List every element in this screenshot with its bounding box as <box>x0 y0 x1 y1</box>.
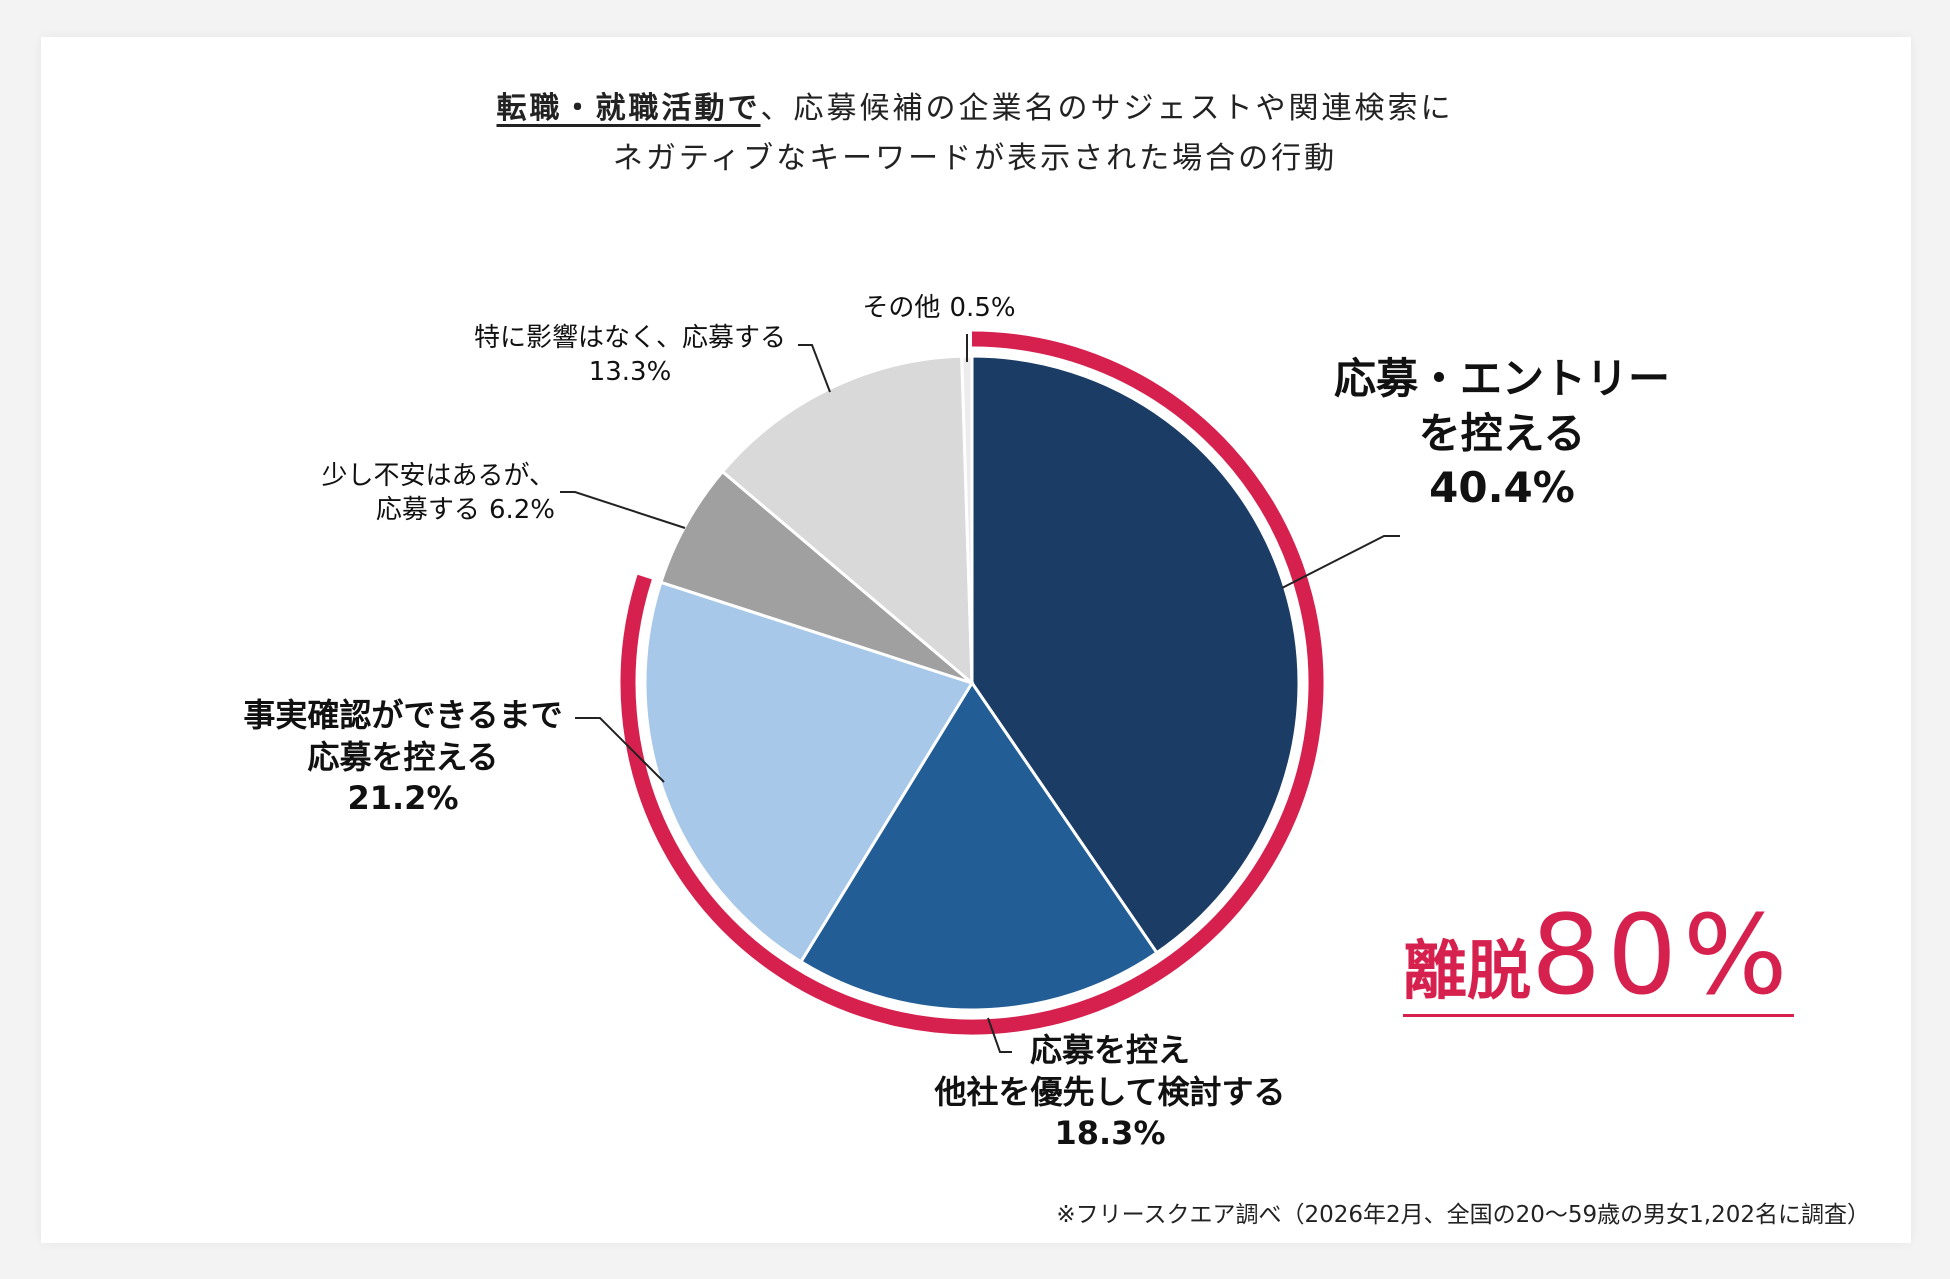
category-label: 応募・エントリー を控える <box>1333 354 1670 458</box>
slice-label: 少し不安はあるが、 応募する 6.2% <box>322 460 555 528</box>
slice-label: 事実確認ができるまで 応募を控える 21.2% <box>3 695 803 820</box>
pie <box>620 331 1324 1035</box>
value-label: 40.4% <box>1429 463 1575 513</box>
highlight-label: 離脱 <box>1403 935 1531 1009</box>
leader-line <box>560 491 686 529</box>
highlight-value: 80% <box>1531 891 1794 1019</box>
pie-slice <box>798 680 1159 1012</box>
category-label: 少し不安はあるが、 応募する <box>321 461 555 525</box>
leader-lines <box>560 334 1400 1053</box>
pie-slice <box>658 469 973 685</box>
slice-label: 応募・エントリー を控える 40.4% <box>1102 352 1902 516</box>
value-label: 6.2% <box>488 494 555 525</box>
pie-slice <box>720 354 974 687</box>
leader-line <box>987 1017 1012 1053</box>
leader-line <box>798 344 831 393</box>
pie-slice <box>643 580 975 964</box>
slice-label: 応募を控え 他社を優先して検討する 18.3% <box>710 1030 1510 1155</box>
leader-line <box>575 717 665 783</box>
value-label: 0.5% <box>949 293 1016 323</box>
slice-label: 特に影響はなく、応募する 13.3% <box>230 322 1030 390</box>
category-label: 応募を控え 他社を優先して検討する <box>934 1031 1286 1111</box>
title-text: 、応募候補の企業名のサジェストや関連検索に ネガティブなキーワードが表示された場… <box>612 91 1454 176</box>
category-label: その他 <box>862 293 941 323</box>
category-label: 事実確認ができるまで 応募を控える <box>243 696 563 776</box>
value-label: 18.3% <box>1054 1114 1166 1153</box>
value-label: 21.2% <box>347 779 459 818</box>
leader-line <box>1281 535 1400 589</box>
value-label: 13.3% <box>588 356 672 387</box>
title-emphasis: 転職・就職活動で <box>496 91 761 126</box>
highlight-arc <box>620 331 1324 1035</box>
chart-title: 転職・就職活動で、応募候補の企業名のサジェストや関連検索に ネガティブなキーワー… <box>0 84 1950 184</box>
source-note: ※フリースクエア調べ（2026年2月、全国の20～59歳の男女1,202名に調査… <box>1056 1202 1870 1228</box>
highlight: 離脱80% <box>1403 900 1794 1017</box>
category-label: 特に影響はなく、応募する <box>473 323 786 353</box>
slice-label: その他 0.5% <box>539 292 1339 326</box>
